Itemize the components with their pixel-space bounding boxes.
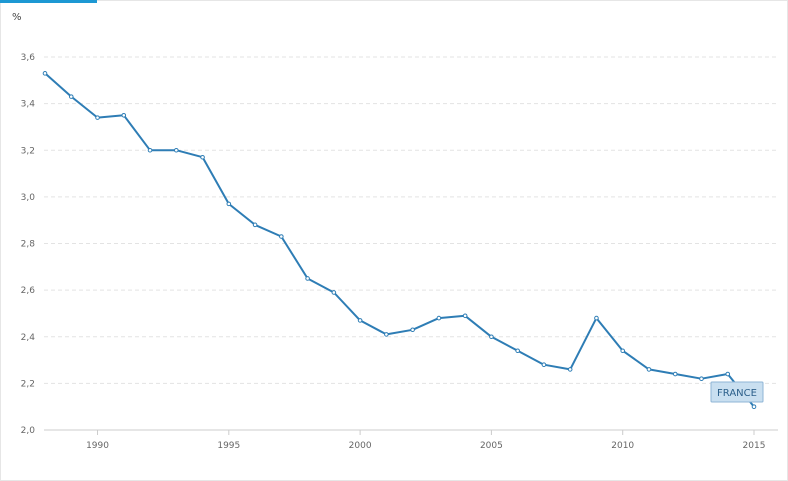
data-point[interactable] bbox=[699, 376, 704, 382]
data-point[interactable] bbox=[95, 115, 100, 120]
data-point[interactable] bbox=[42, 71, 48, 76]
data-point[interactable] bbox=[646, 367, 652, 372]
data-point[interactable] bbox=[515, 348, 520, 354]
data-point[interactable] bbox=[279, 234, 284, 239]
data-point[interactable] bbox=[462, 313, 468, 319]
data-point[interactable] bbox=[226, 201, 232, 207]
y-tick-label: 3,0 bbox=[21, 193, 36, 203]
x-tick-label: 2005 bbox=[480, 441, 503, 451]
data-point[interactable] bbox=[384, 332, 389, 337]
x-tick-label: 1995 bbox=[217, 441, 240, 451]
data-point[interactable] bbox=[594, 315, 599, 321]
y-tick-label: 3,6 bbox=[21, 53, 36, 63]
x-tick-label: 2010 bbox=[611, 441, 634, 451]
data-point[interactable] bbox=[68, 94, 74, 99]
series-layer bbox=[42, 71, 757, 409]
data-point[interactable] bbox=[672, 371, 678, 377]
data-point[interactable] bbox=[173, 147, 179, 153]
data-point[interactable] bbox=[200, 154, 205, 160]
data-point[interactable] bbox=[567, 367, 573, 372]
x-tick-label: 1990 bbox=[86, 441, 109, 451]
data-point[interactable] bbox=[620, 348, 626, 354]
data-point[interactable] bbox=[725, 371, 731, 377]
series-label-box bbox=[710, 381, 764, 403]
gridlines bbox=[44, 56, 778, 431]
x-tick-label: 2015 bbox=[743, 441, 766, 451]
data-point[interactable] bbox=[410, 327, 415, 333]
y-tick-label: 2,2 bbox=[21, 379, 35, 389]
data-point[interactable] bbox=[489, 334, 494, 340]
data-point[interactable] bbox=[147, 147, 153, 153]
data-point[interactable] bbox=[305, 276, 310, 281]
data-point[interactable] bbox=[331, 290, 337, 295]
data-point[interactable] bbox=[541, 362, 547, 368]
y-tick-label: 3,2 bbox=[21, 146, 35, 156]
y-tick-label: 2,4 bbox=[21, 333, 36, 343]
x-tick-labels: 1990 1995 2000 2005 2010 2015 bbox=[86, 430, 765, 451]
y-tick-labels: 2,0 2,2 2,4 2,6 2,8 3,0 3,2 3,4 3,6 bbox=[21, 53, 36, 436]
x-tick-label: 2000 bbox=[349, 441, 372, 451]
y-tick-label: 2,8 bbox=[21, 240, 36, 250]
data-point[interactable] bbox=[252, 222, 258, 228]
y-tick-label: 2,6 bbox=[21, 286, 36, 296]
y-axis-unit: % bbox=[12, 12, 22, 23]
data-point[interactable] bbox=[357, 318, 363, 323]
data-point[interactable] bbox=[436, 315, 442, 321]
data-point[interactable] bbox=[751, 404, 757, 409]
series-label[interactable]: FRANCE bbox=[710, 381, 764, 403]
series-line bbox=[44, 72, 755, 408]
y-tick-label: 3,4 bbox=[21, 100, 36, 110]
panel-accent-bar bbox=[0, 0, 97, 3]
y-tick-label: 2,0 bbox=[21, 426, 36, 436]
series-label-text: FRANCE bbox=[717, 388, 757, 399]
data-point[interactable] bbox=[121, 112, 127, 118]
